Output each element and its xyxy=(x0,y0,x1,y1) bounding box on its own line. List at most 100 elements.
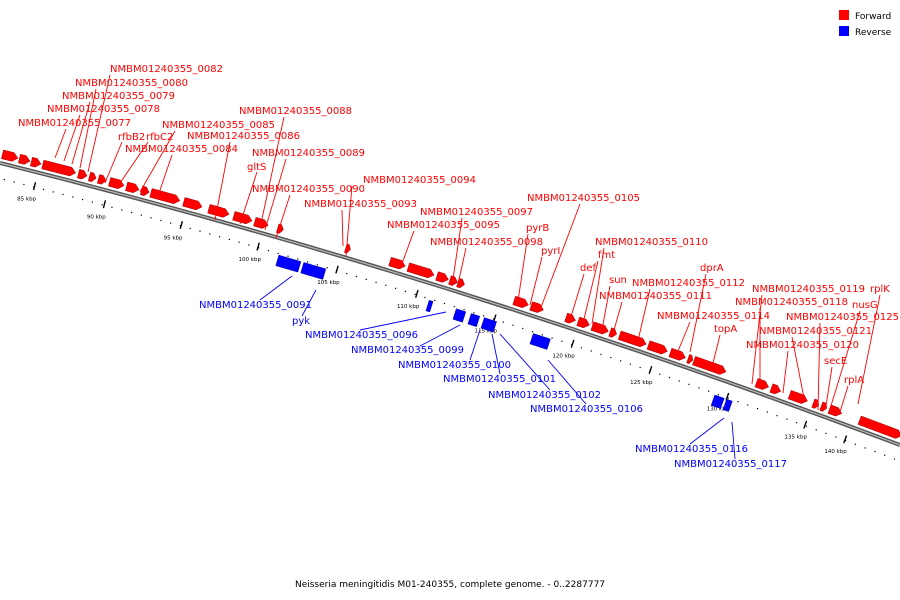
minor-tick xyxy=(13,181,15,183)
forward-gene-label: NMBM01240355_0094 xyxy=(363,175,476,186)
forward-gene-label: rplK xyxy=(870,284,890,295)
legend-reverse-label: Reverse xyxy=(855,28,892,38)
forward-gene-shape xyxy=(668,347,686,361)
tick-label: 115 kbp xyxy=(475,328,498,334)
forward-gene xyxy=(576,316,590,329)
minor-tick xyxy=(492,318,495,320)
forward-gene-label: NMBM01240355_0086 xyxy=(187,131,300,142)
gene-features xyxy=(1,149,900,439)
reverse-gene-shape xyxy=(529,333,551,350)
label-leader-line xyxy=(457,247,467,285)
label-leader-line xyxy=(63,114,81,162)
minor-tick xyxy=(786,418,788,420)
label-leader-line xyxy=(157,154,173,197)
tick-label: 100 kbp xyxy=(239,257,262,263)
forward-gene-shape xyxy=(686,354,694,364)
forward-gene-label: dprA xyxy=(700,263,724,274)
reverse-gene-label: NMBM01240355_0102 xyxy=(488,390,601,401)
forward-gene-label: NMBM01240355_0089 xyxy=(252,148,365,159)
label-leader-line xyxy=(239,171,258,225)
label-leader-line xyxy=(839,385,849,413)
minor-tick xyxy=(414,293,416,295)
label-leader-line xyxy=(345,185,353,257)
minor-tick xyxy=(893,458,896,460)
forward-gene-label: NMBM01240355_0120 xyxy=(746,340,859,351)
minor-tick xyxy=(766,411,768,413)
minor-tick xyxy=(91,201,93,203)
label-leader-line xyxy=(275,194,291,239)
legend-reverse-swatch xyxy=(839,26,849,36)
minor-tick xyxy=(854,443,856,445)
tick-label: 120 kbp xyxy=(552,354,575,360)
forward-gene xyxy=(512,295,529,308)
forward-gene-shape xyxy=(140,185,150,196)
minor-tick xyxy=(111,206,113,208)
label-leader-line xyxy=(611,301,623,338)
label-leader-line xyxy=(419,324,461,347)
minor-tick xyxy=(365,278,367,281)
forward-gene xyxy=(41,159,76,177)
label-leader-line xyxy=(79,88,97,169)
minor-tick xyxy=(218,236,221,238)
label-leader-line xyxy=(301,289,317,317)
minor-tick xyxy=(610,356,612,359)
forward-gene xyxy=(232,211,253,225)
minor-tick xyxy=(629,363,631,365)
forward-gene-shape xyxy=(787,390,808,404)
minor-tick xyxy=(23,183,25,186)
reverse-gene xyxy=(710,394,725,409)
minor-tick xyxy=(326,267,328,269)
minor-tick xyxy=(776,415,778,417)
minor-tick xyxy=(825,432,827,435)
forward-gene-label: gltS xyxy=(247,162,266,173)
forward-gene xyxy=(754,378,769,390)
tick-label: 130 kbp xyxy=(707,406,730,412)
tick-label: 140 kbp xyxy=(824,449,847,455)
minor-tick xyxy=(258,247,260,249)
minor-tick xyxy=(42,188,45,191)
reverse-gene-label: pyk xyxy=(292,316,310,327)
forward-gene xyxy=(787,390,808,404)
forward-gene xyxy=(811,398,820,409)
tick-label: 110 kbp xyxy=(397,304,420,310)
forward-gene-shape xyxy=(108,177,125,189)
forward-gene-shape xyxy=(564,312,576,324)
reverse-gene-shape xyxy=(425,300,434,313)
tick-label: 125 kbp xyxy=(630,380,653,386)
major-tick xyxy=(256,242,260,251)
minor-tick xyxy=(747,404,749,406)
reverse-gene-label: NMBM01240355_0116 xyxy=(635,444,748,455)
label-leaders xyxy=(54,74,881,460)
forward-gene-label: NMBM01240355_0078 xyxy=(47,104,160,115)
forward-gene xyxy=(668,347,686,361)
forward-gene-shape xyxy=(576,316,590,329)
minor-tick xyxy=(82,198,84,201)
forward-gene xyxy=(182,197,203,211)
label-leader-line xyxy=(782,350,789,394)
minor-tick xyxy=(297,258,299,260)
forward-gene xyxy=(77,169,88,180)
label-leader-line xyxy=(104,141,123,184)
forward-gene-label: NMBM01240355_0098 xyxy=(430,237,543,248)
minor-tick xyxy=(561,340,563,342)
minor-tick xyxy=(385,284,387,286)
reverse-gene-label: NMBM01240355_0117 xyxy=(674,459,787,470)
label-leader-line xyxy=(791,336,805,399)
forward-gene xyxy=(18,153,31,165)
major-tick xyxy=(648,365,653,374)
forward-gene-shape xyxy=(754,378,769,390)
minor-tick xyxy=(590,350,592,352)
minor-tick xyxy=(463,309,465,311)
minor-tick xyxy=(306,261,309,263)
minor-tick xyxy=(277,252,279,255)
reverse-gene-label: NMBM01240355_0101 xyxy=(443,374,556,385)
minor-tick xyxy=(864,447,866,449)
forward-gene-shape xyxy=(590,321,609,335)
label-leader-line xyxy=(359,311,447,331)
forward-gene-shape xyxy=(125,181,140,193)
minor-tick xyxy=(72,196,74,198)
forward-gene-shape xyxy=(819,401,828,412)
forward-gene-label: NMBM01240355_0097 xyxy=(420,207,533,218)
minor-tick xyxy=(62,193,64,196)
